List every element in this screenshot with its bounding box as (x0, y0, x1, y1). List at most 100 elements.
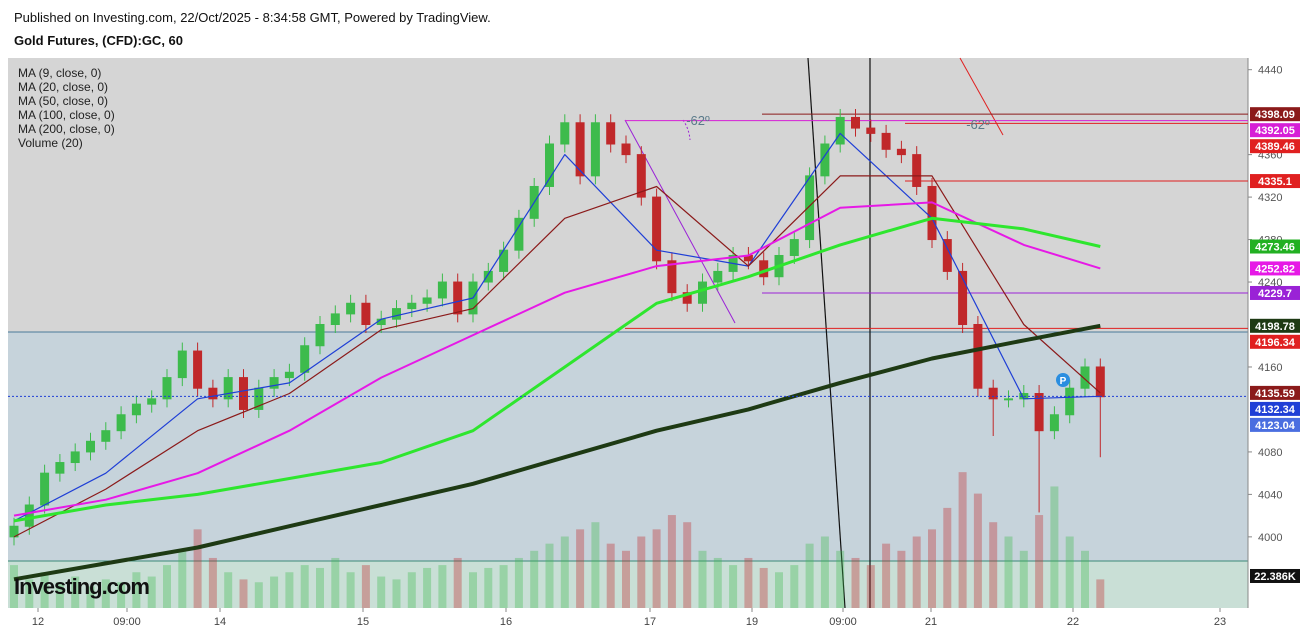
candle-body (147, 398, 157, 405)
candle-body (942, 239, 952, 272)
candle-body (789, 239, 799, 256)
volume-bar (1035, 515, 1044, 608)
candle-body (973, 324, 983, 389)
price-tag-label: 4135.59 (1255, 388, 1295, 400)
y-tick-label: 4160 (1258, 362, 1282, 374)
price-tag (1250, 239, 1300, 254)
candle-body (24, 504, 34, 527)
candle-body (682, 292, 692, 304)
volume-bar (361, 565, 370, 608)
x-tick-label: 19 (746, 616, 758, 628)
candle-body (499, 249, 509, 272)
candle-body (927, 185, 937, 241)
published: Published on Investing.com, 22/Oct/2025 … (14, 10, 491, 25)
trend-line (624, 119, 736, 324)
x-tick-label: 16 (500, 616, 512, 628)
volume-bar (606, 543, 615, 608)
candle-body (70, 451, 80, 464)
candle-body (131, 403, 141, 416)
price-tag-label: 4123.04 (1255, 420, 1296, 432)
candle-body (86, 440, 95, 453)
volume-bar (775, 572, 783, 608)
volume-bar (652, 529, 661, 608)
volume-bar (514, 557, 523, 608)
candle-body (545, 143, 554, 187)
volume-bar (377, 576, 386, 608)
volume-bar (208, 557, 217, 608)
price-tag-label: 4252.82 (1255, 263, 1295, 275)
candle-body (805, 175, 815, 241)
candle-body (958, 270, 968, 326)
volume-bar (270, 576, 279, 608)
volume-bar (55, 582, 64, 608)
price-tag-label: 4229.7 (1258, 288, 1292, 300)
volume-bar (622, 550, 630, 608)
trend-line (959, 57, 1004, 136)
volume-bar (897, 550, 906, 608)
x-tick-label: 12 (32, 616, 44, 628)
candle-body (300, 345, 310, 373)
volume-bar (1019, 550, 1028, 608)
volume-bar (560, 536, 569, 608)
volume-bar (989, 522, 998, 608)
volume-bar (943, 507, 952, 608)
candle-body (1034, 393, 1044, 432)
volume-bar (958, 472, 967, 608)
volume-bar (1004, 536, 1013, 608)
candle-body (866, 127, 876, 134)
legend-entry: MA (9, close, 0) (18, 66, 101, 80)
y-tick-label: 4080 (1258, 447, 1282, 459)
ma-line (13, 201, 1101, 517)
volume-bar (545, 543, 554, 608)
x-tick-label: 09:00 (829, 616, 857, 628)
volume-bar (882, 543, 891, 608)
candle-body (483, 270, 493, 283)
price-tag (1250, 417, 1300, 432)
volume-bar (407, 572, 416, 608)
volume-bar (239, 579, 248, 608)
volume-bar (453, 557, 462, 608)
candle-body (437, 281, 447, 299)
legend-entry: MA (20, close, 0) (18, 80, 108, 94)
price-tag (1250, 334, 1300, 349)
candle-body (162, 377, 172, 400)
candle-body (269, 377, 279, 389)
candle-body (667, 260, 677, 294)
volume-bar (667, 515, 676, 608)
volume-bar (576, 529, 585, 608)
price-tag (1250, 318, 1300, 333)
price-tag (1250, 139, 1300, 154)
plot-lower (8, 332, 1248, 561)
x-tick-label: 21 (925, 616, 937, 628)
price-tag-label: 4132.34 (1255, 404, 1296, 416)
event-marker-letter: P (1060, 376, 1067, 387)
candle-body (560, 122, 570, 145)
x-tick-label: 17 (644, 616, 656, 628)
volume-bar (10, 565, 18, 608)
x-tick-label: 23 (1214, 616, 1226, 628)
legend-entry: MA (100, close, 0) (18, 108, 115, 122)
candle-body (896, 148, 906, 156)
y-tick-label: 4440 (1258, 65, 1282, 77)
volume-bar (530, 550, 539, 608)
volume-bar (1081, 550, 1089, 608)
candle-body (1080, 366, 1090, 389)
candle-body (1049, 414, 1059, 432)
volume-bar (851, 557, 860, 608)
candle-body (346, 302, 356, 315)
plot-upper (8, 58, 1248, 332)
candle-body (40, 472, 50, 506)
candle-body (988, 387, 998, 400)
candle-body (835, 116, 845, 145)
candle-body (621, 143, 631, 156)
candle-body (820, 143, 830, 177)
volume-bar (836, 550, 845, 608)
price-tag-label: 4398.09 (1255, 109, 1295, 121)
price-tag (1250, 285, 1300, 300)
candle-body (208, 387, 218, 400)
drawings (624, 57, 1004, 609)
logo: Investing.com (14, 574, 149, 599)
x-tick-label: 14 (214, 616, 226, 628)
legend-entry: MA (50, close, 0) (18, 94, 108, 108)
candle-body (223, 377, 233, 400)
